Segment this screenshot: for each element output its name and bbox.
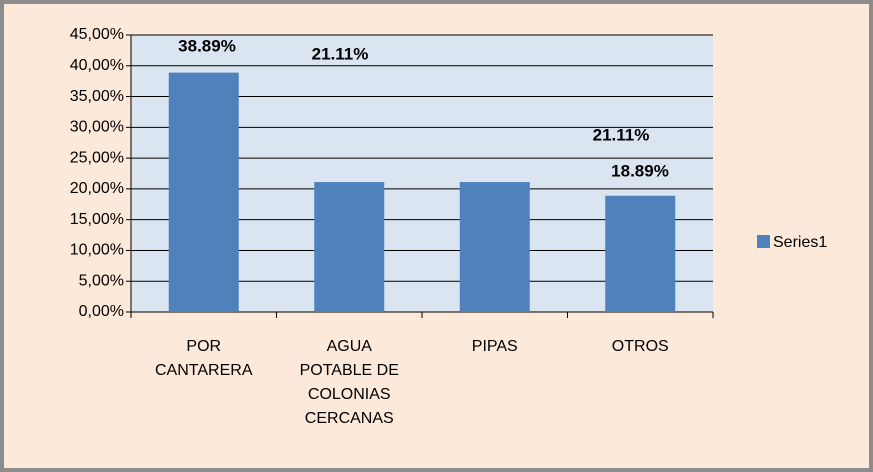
y-tick-label: 40,00% bbox=[70, 57, 124, 74]
value-label: 21.11% bbox=[312, 44, 369, 63]
y-tick-label: 0,00% bbox=[79, 303, 124, 320]
y-tick-label: 10,00% bbox=[70, 242, 124, 259]
bar bbox=[459, 182, 530, 312]
y-tick-label: 5,00% bbox=[79, 272, 124, 289]
x-tick-label: POR CANTARERA bbox=[155, 338, 253, 379]
y-tick-label: 15,00% bbox=[70, 211, 124, 228]
x-tick-label: AGUA POTABLE DE COLONIAS CERCANAS bbox=[300, 338, 399, 427]
x-tick-label: PIPAS bbox=[472, 338, 518, 355]
bar bbox=[314, 182, 385, 312]
y-tick-label: 20,00% bbox=[70, 180, 124, 197]
value-label: 21.11% bbox=[593, 125, 650, 144]
bar bbox=[605, 195, 676, 312]
bar bbox=[168, 72, 239, 312]
value-label: 18.89% bbox=[611, 161, 669, 180]
y-tick-label: 30,00% bbox=[70, 119, 124, 136]
y-tick-label: 25,00% bbox=[70, 149, 124, 166]
y-tick-label: 35,00% bbox=[70, 88, 124, 105]
y-tick-label: 45,00% bbox=[70, 26, 124, 43]
legend-label: Series1 bbox=[773, 234, 827, 251]
legend-swatch bbox=[757, 235, 770, 248]
value-label: 38.89% bbox=[178, 36, 236, 55]
x-tick-label: OTROS bbox=[612, 338, 669, 355]
